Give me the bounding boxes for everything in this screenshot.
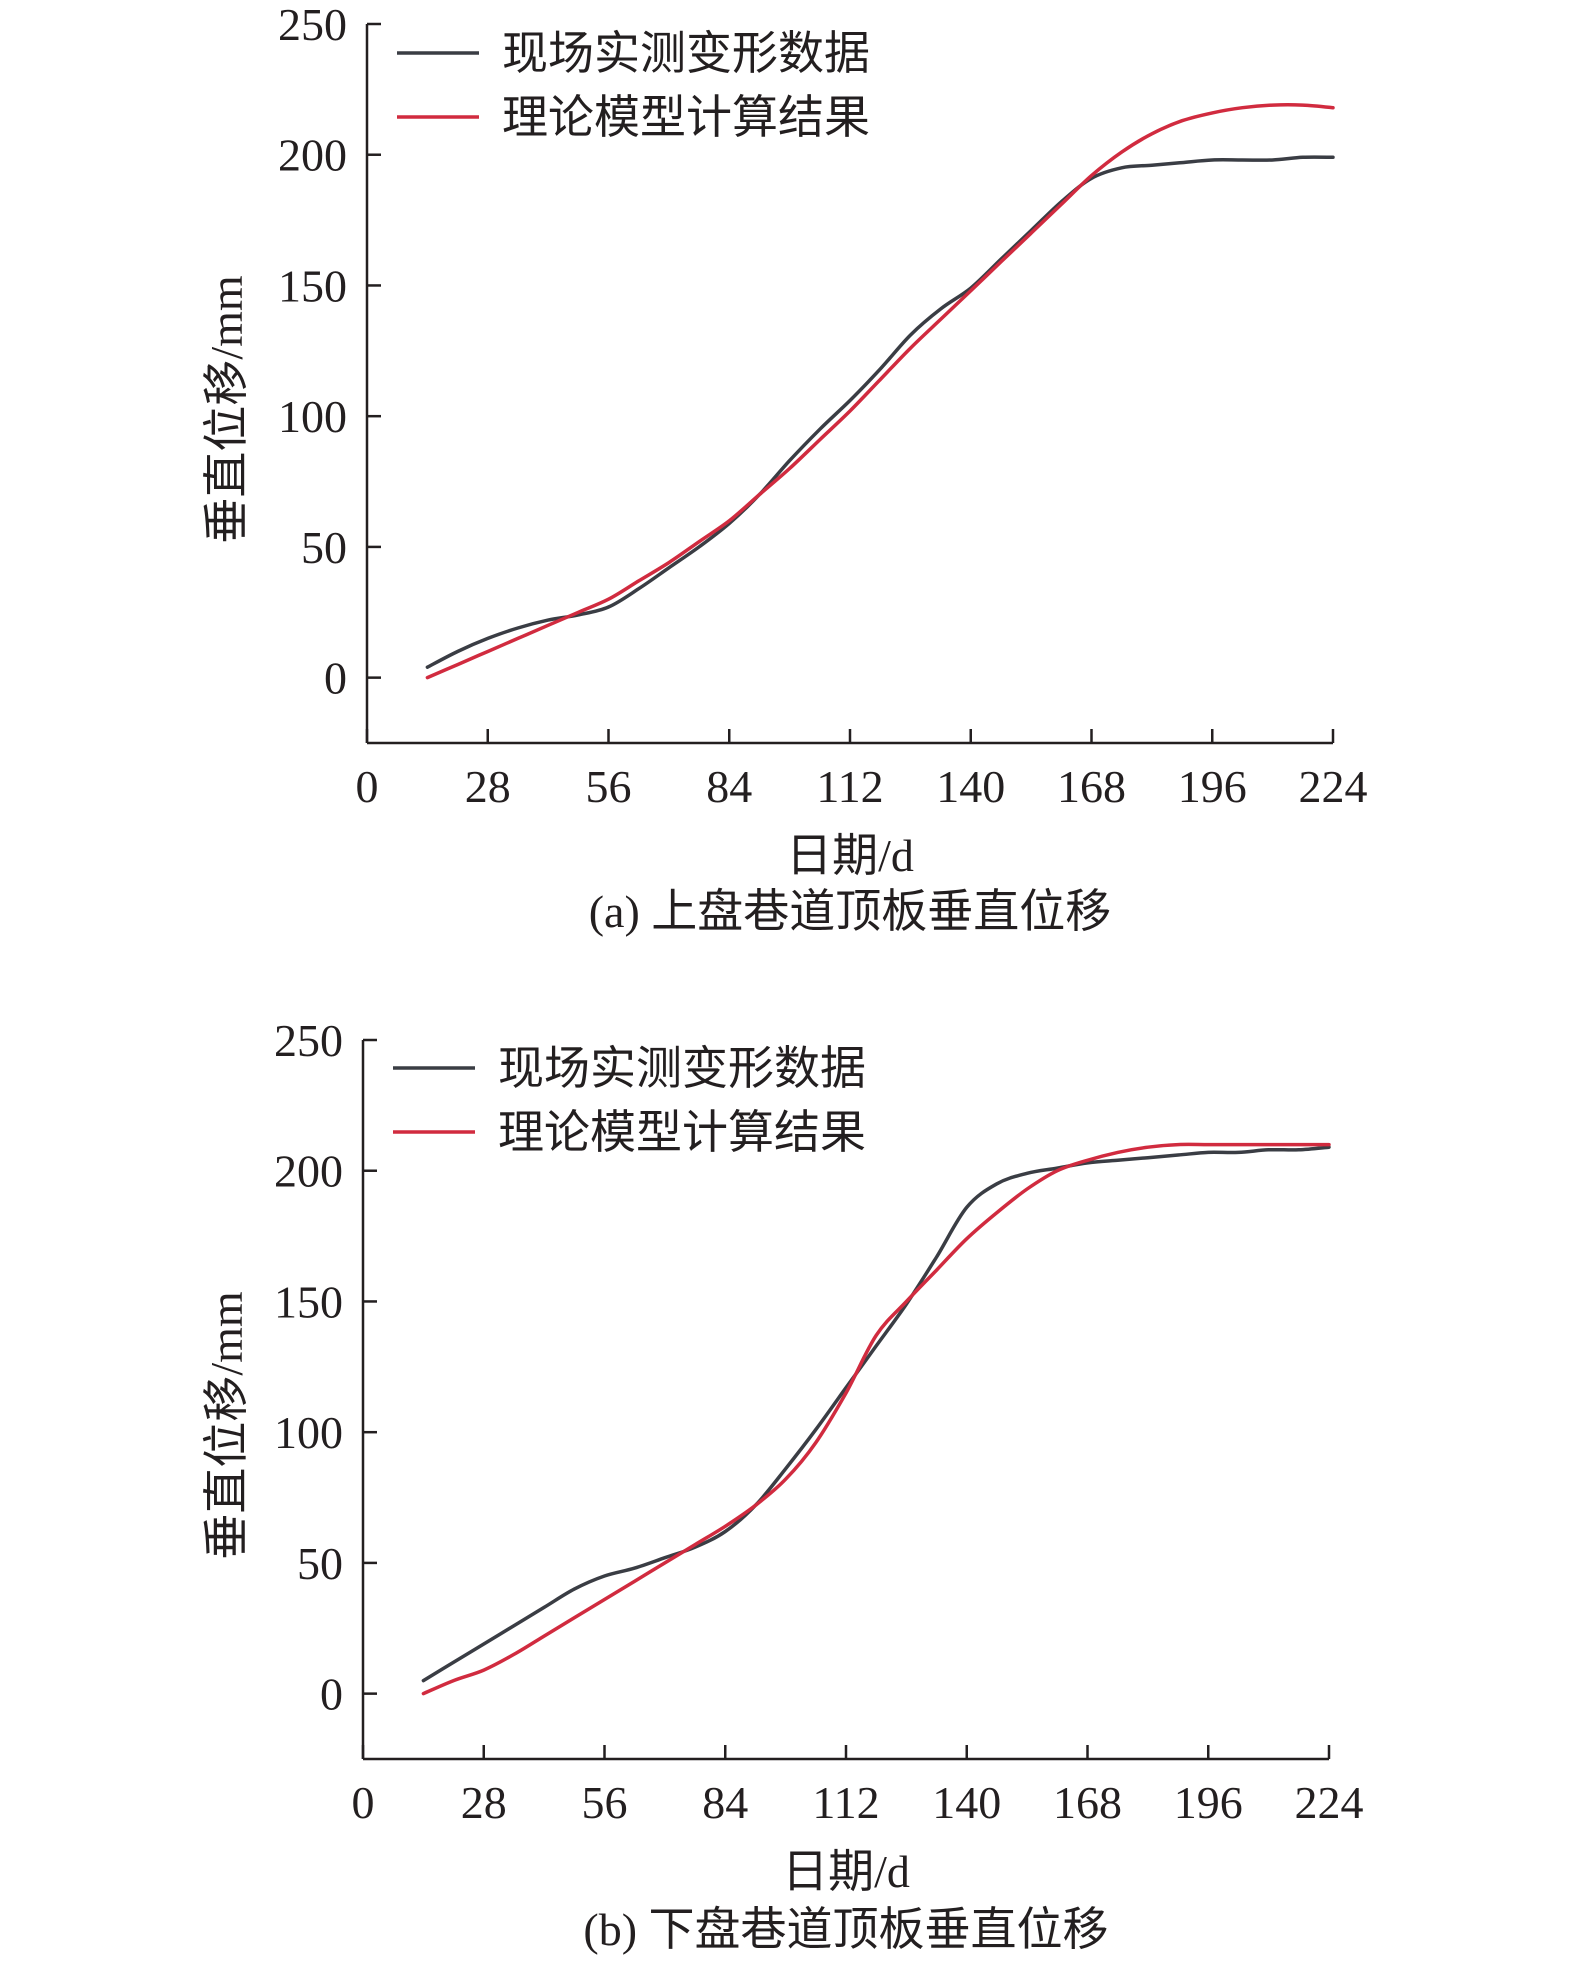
x-tick-label: 56 [586, 761, 632, 812]
x-tick-label: 196 [1178, 761, 1247, 812]
x-tick-label: 140 [936, 761, 1005, 812]
legend-label-measured: 现场实测变形数据 [498, 1043, 866, 1094]
x-tick-label: 140 [932, 1777, 1001, 1828]
y-tick-label: 50 [297, 1538, 343, 1589]
x-tick-label: 112 [812, 1777, 879, 1828]
x-tick-label: 168 [1057, 761, 1126, 812]
x-tick-label: 28 [465, 761, 511, 812]
y-tick-label: 100 [274, 1407, 343, 1458]
y-tick-label: 200 [278, 130, 347, 181]
panel-a: 0 50 100 150 200 250 0 28 56 84 112 140 168 196 224 日期/… [201, 0, 1368, 937]
x-tick-label: 28 [461, 1777, 507, 1828]
series-line-model [425, 102, 1335, 680]
x-tick-label: 224 [1295, 1777, 1364, 1828]
panel-caption: (b) 下盘巷道顶板垂直位移 [583, 1904, 1108, 1955]
y-tick-label: 250 [274, 1015, 343, 1066]
x-axis-title: 日期/d [786, 830, 914, 881]
y-tick-label: 150 [278, 260, 347, 311]
y-tick-label: 150 [274, 1276, 343, 1327]
x-axis-title: 日期/d [782, 1846, 910, 1897]
y-tick-label: 200 [274, 1146, 343, 1197]
x-tick-label: 84 [702, 1777, 748, 1828]
x-tick-label: 112 [816, 761, 883, 812]
legend-label-model: 理论模型计算结果 [498, 1107, 866, 1158]
x-tick-label: 224 [1299, 761, 1368, 812]
x-tick-label: 56 [582, 1777, 628, 1828]
y-tick-label: 50 [301, 522, 347, 573]
legend-label-model: 理论模型计算结果 [502, 92, 870, 143]
legend-label-measured: 现场实测变形数据 [502, 28, 870, 79]
x-tick-label: 84 [706, 761, 752, 812]
y-axis-title: 垂直位移/mm [201, 275, 252, 544]
y-tick-label: 0 [324, 653, 347, 704]
y-axis-title: 垂直位移/mm [201, 1291, 252, 1560]
panel-b: 0 50 100 150 200 250 0 28 56 84 112 140 168 196 224 日期/… [201, 1015, 1364, 1955]
panel-caption: (a) 上盘巷道顶板垂直位移 [589, 886, 1112, 937]
series-line-measured [421, 1145, 1331, 1683]
x-tick-label: 196 [1174, 1777, 1243, 1828]
series-line-measured [425, 155, 1335, 669]
y-tick-label: 100 [278, 391, 347, 442]
x-tick-label: 0 [352, 1777, 375, 1828]
y-tick-label: 250 [278, 0, 347, 50]
y-tick-label: 0 [320, 1669, 343, 1720]
series-line-model [421, 1142, 1331, 1696]
x-tick-label: 168 [1053, 1777, 1122, 1828]
x-tick-label: 0 [356, 761, 379, 812]
